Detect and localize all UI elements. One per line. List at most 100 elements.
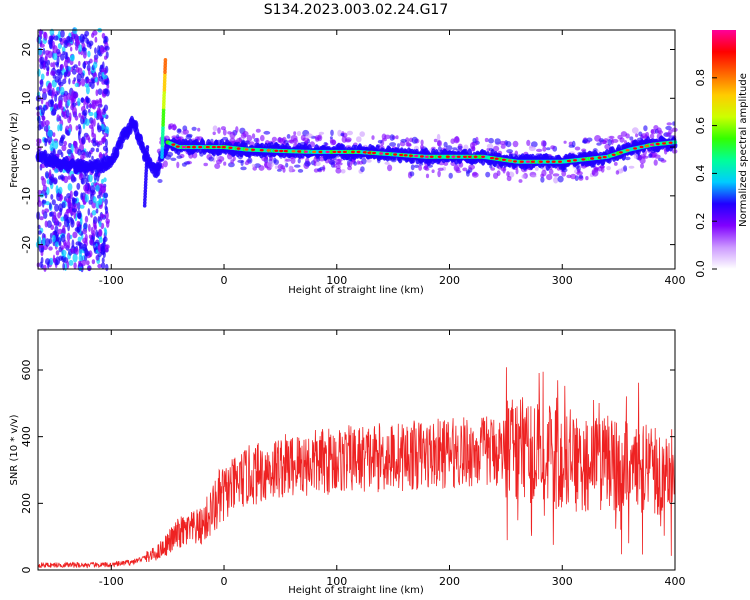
spectrogram-cell xyxy=(73,77,76,82)
spectrogram-cell xyxy=(68,78,71,85)
spectrogram-cell xyxy=(144,165,149,170)
spectrogram-cell xyxy=(66,232,71,242)
spectrogram-cell xyxy=(176,161,180,169)
spectrogram-cell xyxy=(235,126,239,133)
snr-ytick-label: 0 xyxy=(20,567,33,574)
spectrogram-cell xyxy=(77,97,81,107)
spectrogram-cell xyxy=(649,133,655,139)
spectrogram-cell xyxy=(453,164,460,172)
spectrogram-cell xyxy=(528,146,536,152)
spectrogram-peak xyxy=(558,160,562,163)
spectrogram-cell xyxy=(286,134,291,139)
spectrogram-cell xyxy=(217,127,221,134)
spectrogram-xlabel: Height of straight line (km) xyxy=(288,285,424,296)
spectrogram-peak xyxy=(205,145,210,149)
spectrogram-cell xyxy=(251,133,256,139)
spectrogram-cell xyxy=(182,129,189,135)
spectrogram-cell xyxy=(95,147,100,153)
spectrogram-cell xyxy=(95,208,99,214)
spectrogram-cell xyxy=(292,137,298,144)
spectrogram-cell xyxy=(88,137,91,143)
spectrogram-cell xyxy=(101,118,104,125)
spectrogram-cell xyxy=(607,138,612,146)
spectrogram-cell xyxy=(78,125,82,135)
spectrogram-cell xyxy=(305,133,313,138)
spectrogram-cell xyxy=(96,106,101,115)
spectrogram-cell xyxy=(322,165,326,172)
spectrogram-cell xyxy=(313,157,318,163)
spectrogram-cell xyxy=(246,134,253,142)
spectrogram-cell xyxy=(263,130,271,135)
spectrogram-cell xyxy=(58,186,63,195)
spectrogram-cell xyxy=(85,151,89,158)
spectrogram-cell xyxy=(92,140,97,147)
snr-axes: -100 0 100 200 300 400 0 200 400 600 xyxy=(20,330,686,588)
spectrogram-cell xyxy=(619,137,625,143)
spectrogram-cell xyxy=(70,46,73,52)
spectrogram-cell xyxy=(81,136,86,145)
spectrogram-cell xyxy=(88,223,91,232)
spectrogram-cell xyxy=(288,165,294,171)
spectrogram-cell xyxy=(59,123,63,132)
spectrogram-cell xyxy=(79,39,85,44)
spectrogram-cell xyxy=(457,145,463,149)
spectrogram-cell xyxy=(208,156,214,162)
spectrogram-cell xyxy=(490,167,496,171)
spectrogram-cell xyxy=(52,177,58,185)
spectrogram-peak xyxy=(424,155,429,158)
spectrogram-cell xyxy=(59,64,64,71)
spectrogram-cell xyxy=(658,130,663,135)
spectrogram-cell xyxy=(88,111,94,117)
spectrogram-cell xyxy=(462,167,468,172)
spectrogram-cell xyxy=(103,80,109,85)
spectrogram-peak xyxy=(325,150,330,154)
spectrogram-cell xyxy=(93,111,97,119)
spectrogram-cell xyxy=(38,230,42,235)
spectrogram-cell xyxy=(54,225,59,234)
spectrogram-xtick-label: -100 xyxy=(99,274,124,287)
spectrogram-cell xyxy=(85,177,88,184)
spectrogram-cell xyxy=(76,201,81,211)
spectrogram-cell xyxy=(39,43,45,48)
spectrogram-cell xyxy=(333,163,337,168)
spectrogram-cell xyxy=(144,159,149,164)
spectrogram-xtick-label: 0 xyxy=(221,274,228,287)
spectrogram-cell xyxy=(67,183,73,191)
spectrogram-cell xyxy=(84,112,87,118)
spectrogram-cell xyxy=(499,140,506,146)
spectrogram-peak xyxy=(538,160,543,163)
spectrogram-cell xyxy=(142,203,147,208)
spectrogram-cell xyxy=(98,237,103,244)
spectrogram-cell xyxy=(540,176,545,183)
spectrogram-cell xyxy=(70,248,74,253)
snr-plot: -100 0 100 200 300 400 0 200 400 600 Height of st… xyxy=(9,329,686,596)
spectrogram-cell xyxy=(79,204,85,209)
spectrogram-cell xyxy=(54,168,59,174)
spectrogram-cell xyxy=(39,86,43,92)
spectrogram-cell xyxy=(61,46,66,53)
spectrogram-cell xyxy=(541,169,547,177)
spectrogram-cell xyxy=(56,114,60,122)
spectrogram-cell xyxy=(431,169,435,173)
spectrogram-cell xyxy=(602,140,608,145)
spectrogram-ytick-label: -10 xyxy=(20,187,33,205)
spectrogram-cell xyxy=(84,83,90,88)
spectrogram-cell xyxy=(660,159,667,163)
spectrogram-peak xyxy=(251,148,256,151)
spectrogram-cell xyxy=(58,240,62,247)
spectrogram-cell xyxy=(98,220,102,228)
spectrogram-cell xyxy=(70,175,76,183)
spectrogram-cell xyxy=(52,52,58,61)
spectrogram-cell xyxy=(97,113,103,120)
spectrogram-cell xyxy=(420,139,424,146)
spectrogram-peak xyxy=(566,159,571,163)
spectrogram-cell xyxy=(89,43,92,50)
spectrogram-cell xyxy=(437,140,441,147)
spectrogram-xtick-label: 200 xyxy=(439,274,460,287)
spectrogram-cell xyxy=(563,140,567,144)
spectrogram-cell xyxy=(103,185,107,193)
spectrogram-cell xyxy=(485,171,491,178)
spectrogram-cell xyxy=(163,58,168,63)
spectrogram-cell xyxy=(143,189,148,193)
